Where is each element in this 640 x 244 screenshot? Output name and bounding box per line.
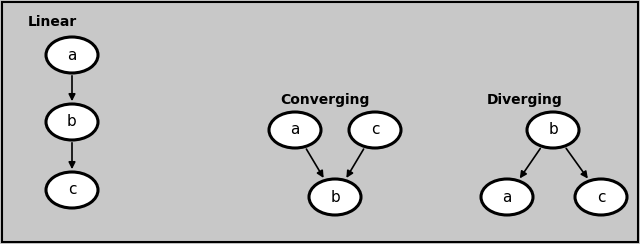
- Ellipse shape: [269, 112, 321, 148]
- Ellipse shape: [349, 112, 401, 148]
- Ellipse shape: [309, 179, 361, 215]
- Ellipse shape: [46, 37, 98, 73]
- Text: Converging: Converging: [280, 93, 369, 107]
- Text: b: b: [67, 114, 77, 130]
- Text: c: c: [371, 122, 380, 138]
- Ellipse shape: [46, 104, 98, 140]
- Text: c: c: [596, 190, 605, 204]
- Text: b: b: [330, 190, 340, 204]
- Ellipse shape: [481, 179, 533, 215]
- Text: Diverging: Diverging: [487, 93, 563, 107]
- Ellipse shape: [575, 179, 627, 215]
- Text: c: c: [68, 183, 76, 197]
- Ellipse shape: [527, 112, 579, 148]
- Text: a: a: [67, 48, 77, 62]
- Text: a: a: [502, 190, 512, 204]
- Text: a: a: [291, 122, 300, 138]
- Text: b: b: [548, 122, 558, 138]
- Ellipse shape: [46, 172, 98, 208]
- Text: Linear: Linear: [28, 15, 77, 29]
